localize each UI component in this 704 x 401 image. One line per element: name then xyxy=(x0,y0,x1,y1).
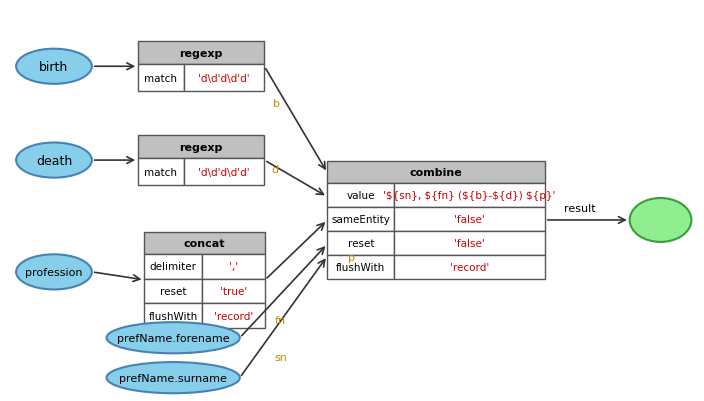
Text: b: b xyxy=(273,99,280,109)
FancyBboxPatch shape xyxy=(327,208,394,231)
Ellipse shape xyxy=(106,362,240,393)
Text: 'd\d'd\d'd': 'd\d'd\d'd' xyxy=(199,74,250,84)
Text: death: death xyxy=(36,154,72,167)
Text: flushWith: flushWith xyxy=(336,262,385,272)
Text: 'd\d'd\d'd': 'd\d'd\d'd' xyxy=(199,167,250,177)
FancyBboxPatch shape xyxy=(138,42,264,65)
Ellipse shape xyxy=(106,322,240,353)
Text: 'false': 'false' xyxy=(454,215,485,225)
Text: ',': ',' xyxy=(229,261,238,271)
Text: match: match xyxy=(144,167,177,177)
FancyBboxPatch shape xyxy=(327,255,394,279)
FancyBboxPatch shape xyxy=(202,254,265,279)
Text: match: match xyxy=(144,74,177,84)
Text: delimiter: delimiter xyxy=(150,261,196,271)
FancyBboxPatch shape xyxy=(138,159,184,186)
Text: 'record': 'record' xyxy=(214,311,253,321)
FancyBboxPatch shape xyxy=(138,65,184,92)
FancyBboxPatch shape xyxy=(394,208,545,231)
Text: prefName.surname: prefName.surname xyxy=(119,373,227,383)
Text: value: value xyxy=(346,191,375,201)
Text: regexp: regexp xyxy=(180,142,223,152)
FancyBboxPatch shape xyxy=(394,184,545,208)
Text: result: result xyxy=(565,203,596,213)
FancyBboxPatch shape xyxy=(394,255,545,279)
Text: 'false': 'false' xyxy=(454,239,485,249)
FancyBboxPatch shape xyxy=(184,65,264,92)
FancyBboxPatch shape xyxy=(202,304,265,328)
Text: d: d xyxy=(271,165,279,174)
Text: sameEntity: sameEntity xyxy=(332,215,390,225)
Ellipse shape xyxy=(16,50,92,85)
FancyBboxPatch shape xyxy=(144,254,202,279)
Text: 'record': 'record' xyxy=(450,262,489,272)
FancyBboxPatch shape xyxy=(327,184,394,208)
Ellipse shape xyxy=(629,198,691,242)
Text: reset: reset xyxy=(160,286,187,296)
FancyBboxPatch shape xyxy=(394,231,545,255)
FancyBboxPatch shape xyxy=(138,136,264,159)
FancyBboxPatch shape xyxy=(144,304,202,328)
Text: reset: reset xyxy=(348,239,374,249)
Text: birth: birth xyxy=(39,61,68,73)
Text: profession: profession xyxy=(25,267,83,277)
Text: flushWith: flushWith xyxy=(149,311,198,321)
Text: sn: sn xyxy=(275,352,288,362)
FancyBboxPatch shape xyxy=(202,279,265,304)
Text: p: p xyxy=(348,252,356,262)
Text: '${sn}, ${fn} (${b}-${d}) ${p}': '${sn}, ${fn} (${b}-${d}) ${p}' xyxy=(383,191,555,201)
FancyBboxPatch shape xyxy=(184,159,264,186)
Text: regexp: regexp xyxy=(180,49,223,59)
Text: concat: concat xyxy=(184,238,225,248)
Text: 'true': 'true' xyxy=(220,286,247,296)
Text: fn: fn xyxy=(275,315,286,325)
Ellipse shape xyxy=(16,143,92,178)
Text: combine: combine xyxy=(410,168,463,178)
FancyBboxPatch shape xyxy=(327,231,394,255)
Text: prefName.forename: prefName.forename xyxy=(117,333,230,343)
FancyBboxPatch shape xyxy=(144,232,265,254)
FancyBboxPatch shape xyxy=(144,279,202,304)
FancyBboxPatch shape xyxy=(327,162,545,184)
Ellipse shape xyxy=(16,255,92,290)
